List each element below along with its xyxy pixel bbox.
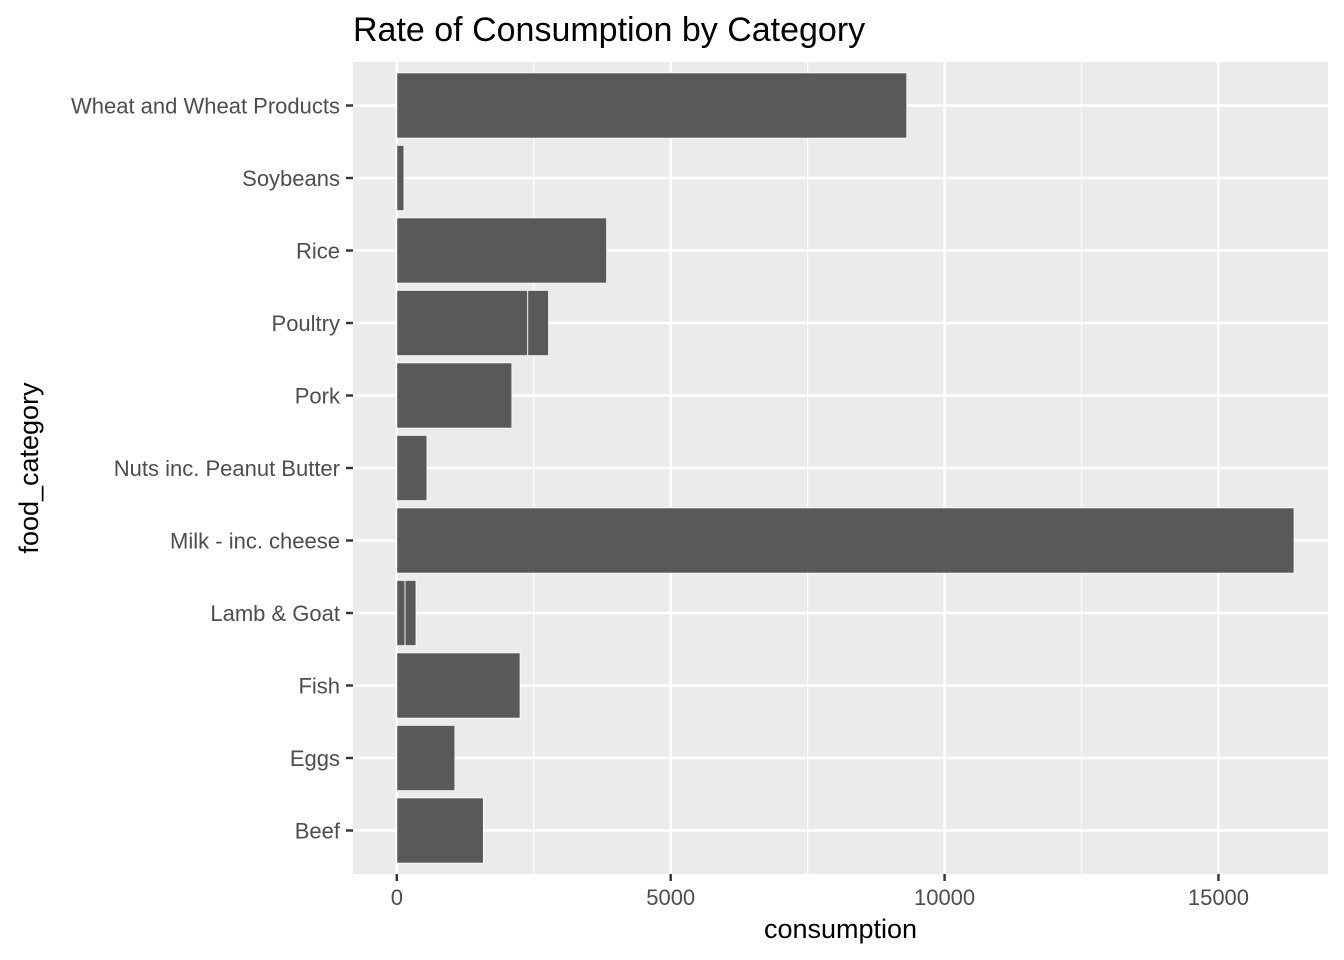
- bar-segment: [396, 507, 1295, 574]
- y-tick-label: Pork: [295, 384, 341, 409]
- x-axis: 0 5000 10000 15000: [391, 874, 1249, 910]
- y-tick-label: Beef: [295, 819, 341, 844]
- chart-title: Rate of Consumption by Category: [353, 11, 865, 49]
- y-axis-title: food_category: [14, 382, 44, 554]
- x-tick-label: 15000: [1188, 885, 1249, 910]
- y-tick-label: Poultry: [272, 311, 340, 336]
- bar-segment: [527, 289, 549, 357]
- bars: [396, 72, 1295, 864]
- y-axis: Beef Eggs Fish Lamb & Goat Milk - inc. chees…: [71, 94, 353, 844]
- bar-segment: [404, 579, 417, 647]
- bar-segment: [396, 724, 456, 792]
- bar-segment: [396, 434, 428, 502]
- y-tick-label: Soybeans: [242, 166, 340, 191]
- bar-segment: [396, 652, 521, 719]
- bar-segment: [396, 362, 513, 429]
- x-tick-label: 5000: [646, 885, 695, 910]
- y-tick-label: Fish: [298, 674, 340, 699]
- bar-segment: [396, 289, 529, 357]
- y-tick-label: Eggs: [290, 746, 340, 771]
- x-axis-title: consumption: [764, 914, 917, 944]
- bar-segment: [396, 217, 608, 284]
- bar-segment: [396, 144, 405, 212]
- x-tick-label: 0: [391, 885, 403, 910]
- bar-segment: [396, 72, 908, 139]
- y-tick-label: Milk - inc. cheese: [170, 529, 340, 554]
- y-tick-label: Rice: [296, 239, 340, 264]
- x-tick-label: 10000: [914, 885, 975, 910]
- y-tick-label: Wheat and Wheat Products: [71, 94, 340, 119]
- y-tick-label: Lamb & Goat: [210, 601, 340, 626]
- bar-segment: [396, 797, 484, 864]
- bar-segment: [396, 579, 406, 647]
- y-tick-label: Nuts inc. Peanut Butter: [114, 456, 340, 481]
